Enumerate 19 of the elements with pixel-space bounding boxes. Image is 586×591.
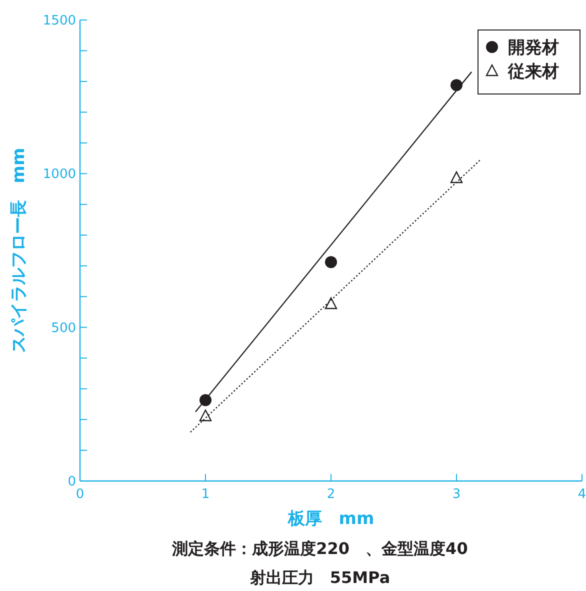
y-tick-label: 1500 [42,14,76,29]
y-tick-label: 500 [51,320,76,336]
x-tick-label: 2 [326,487,336,502]
point [325,256,337,268]
y-tick-label: 0 [68,474,76,490]
legend-label: 開発材 [508,38,559,58]
x-tick-label: 1 [201,487,210,502]
point [450,79,462,92]
y-tick-label: 1000 [42,167,76,182]
x-tick-label: 4 [578,487,586,502]
y-axis-title: スパイラルフロー長 mm [9,148,29,354]
legend-label: 従来材 [507,62,559,82]
point [450,171,463,184]
point [199,410,212,422]
x-axis-title: 板厚 mm [286,509,374,529]
text: 射出圧力 55MPa [248,568,390,587]
x-tick-label: 3 [452,487,461,502]
point [324,297,338,310]
text: 測定条件：成形温度220 、金型温度40 [171,539,468,558]
